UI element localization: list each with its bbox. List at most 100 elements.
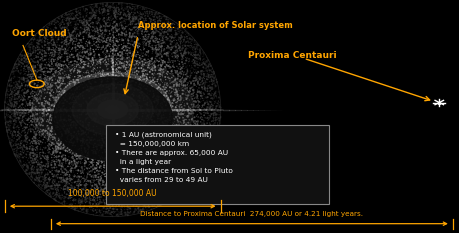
- Point: [109, 33, 116, 36]
- Point: [93, 97, 100, 101]
- Point: [98, 8, 105, 11]
- Point: [82, 182, 90, 186]
- Point: [148, 181, 156, 185]
- Point: [200, 157, 207, 161]
- Point: [137, 79, 145, 82]
- Point: [196, 152, 204, 155]
- Point: [148, 191, 156, 195]
- Point: [176, 131, 183, 135]
- Point: [154, 96, 162, 99]
- Point: [147, 144, 154, 147]
- Point: [162, 99, 169, 102]
- Point: [146, 151, 153, 155]
- Point: [32, 139, 39, 142]
- Point: [200, 150, 207, 154]
- Point: [28, 161, 36, 164]
- Point: [214, 116, 222, 120]
- Point: [126, 31, 133, 34]
- Point: [50, 97, 57, 101]
- Point: [174, 132, 181, 135]
- Point: [212, 113, 219, 117]
- Point: [102, 17, 110, 21]
- Point: [162, 40, 169, 44]
- Point: [128, 149, 135, 153]
- Point: [199, 51, 207, 55]
- Point: [203, 69, 210, 73]
- Point: [121, 34, 129, 38]
- Point: [102, 123, 109, 127]
- Point: [86, 183, 94, 187]
- Point: [125, 63, 133, 66]
- Point: [122, 181, 129, 185]
- Point: [62, 182, 69, 186]
- Point: [150, 173, 157, 177]
- Point: [56, 69, 64, 72]
- Point: [38, 121, 45, 124]
- Point: [123, 204, 131, 208]
- Point: [94, 28, 101, 32]
- Point: [73, 87, 81, 91]
- Point: [157, 198, 165, 201]
- Point: [153, 151, 160, 155]
- Point: [90, 23, 97, 27]
- Point: [129, 5, 136, 8]
- Point: [156, 111, 163, 115]
- Point: [121, 22, 129, 25]
- Point: [60, 154, 67, 158]
- Point: [32, 171, 39, 175]
- Point: [174, 88, 181, 92]
- Point: [96, 175, 104, 178]
- Point: [34, 46, 41, 50]
- Point: [111, 196, 118, 200]
- Point: [151, 11, 158, 15]
- Point: [198, 96, 205, 100]
- Point: [159, 190, 166, 194]
- Point: [70, 120, 77, 124]
- Point: [208, 107, 215, 111]
- Point: [112, 86, 120, 89]
- Point: [203, 107, 211, 111]
- Point: [27, 45, 34, 49]
- Point: [54, 63, 61, 67]
- Point: [95, 150, 102, 154]
- Point: [62, 167, 69, 171]
- Point: [142, 169, 149, 173]
- Point: [188, 97, 195, 101]
- Point: [131, 50, 139, 54]
- Point: [179, 118, 186, 122]
- Point: [174, 42, 181, 45]
- Point: [168, 185, 175, 189]
- Point: [64, 76, 71, 80]
- Point: [146, 192, 153, 196]
- Point: [109, 9, 117, 13]
- Point: [118, 167, 126, 171]
- Point: [175, 162, 182, 165]
- Point: [63, 21, 70, 25]
- Point: [189, 134, 196, 138]
- Point: [104, 67, 112, 71]
- Point: [130, 103, 138, 107]
- Point: [72, 93, 79, 96]
- Point: [200, 135, 207, 138]
- Point: [119, 93, 126, 97]
- Point: [38, 112, 45, 115]
- Point: [76, 190, 84, 194]
- Point: [126, 66, 134, 70]
- Point: [128, 202, 135, 206]
- Point: [168, 111, 175, 115]
- Point: [32, 105, 39, 109]
- Point: [107, 193, 114, 197]
- Point: [148, 46, 155, 49]
- Point: [7, 104, 15, 108]
- Point: [164, 21, 171, 25]
- Point: [6, 114, 13, 118]
- Point: [37, 62, 45, 66]
- Point: [189, 46, 196, 50]
- Point: [92, 20, 100, 24]
- Point: [121, 182, 128, 185]
- Point: [188, 43, 195, 47]
- Point: [161, 187, 168, 191]
- Point: [28, 69, 35, 72]
- Point: [213, 82, 220, 86]
- Point: [171, 136, 179, 140]
